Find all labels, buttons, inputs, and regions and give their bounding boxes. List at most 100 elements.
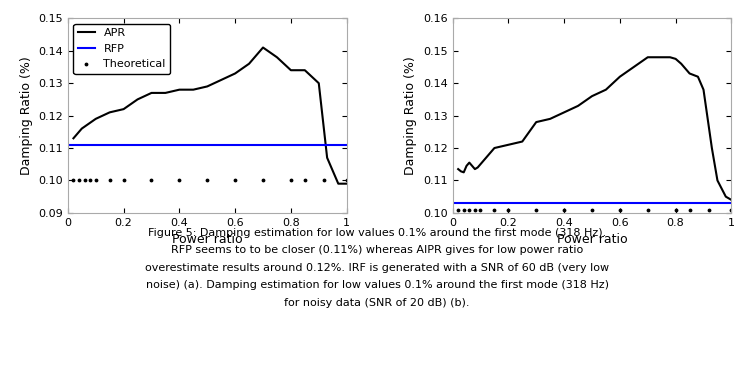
APR bbox=[532, 120, 541, 124]
Theoretical bbox=[259, 178, 268, 183]
Theoretical bbox=[490, 207, 499, 212]
Theoretical bbox=[203, 178, 212, 183]
APR bbox=[119, 107, 128, 111]
Text: Figure 5: Damping estimation for low values 0.1% around the first mode (318 Hz).: Figure 5: Damping estimation for low val… bbox=[148, 228, 606, 237]
APR bbox=[713, 178, 722, 183]
APR bbox=[342, 181, 351, 186]
APR bbox=[147, 91, 156, 95]
APR bbox=[707, 146, 716, 150]
Text: RFP seems to to be closer (0.11%) whereas AIPR gives for low power ratio: RFP seems to to be closer (0.11%) wherea… bbox=[171, 245, 583, 255]
APR bbox=[314, 81, 323, 86]
Theoretical bbox=[587, 207, 596, 212]
APR bbox=[504, 143, 513, 147]
APR bbox=[231, 71, 240, 76]
APR bbox=[69, 136, 78, 141]
APR bbox=[467, 164, 477, 168]
APR bbox=[671, 57, 680, 61]
Line: Theoretical: Theoretical bbox=[71, 178, 349, 183]
Theoretical bbox=[476, 207, 485, 212]
APR bbox=[105, 110, 114, 115]
Line: APR: APR bbox=[73, 48, 347, 184]
Theoretical bbox=[175, 178, 184, 183]
APR bbox=[727, 198, 736, 202]
Theoretical bbox=[80, 178, 89, 183]
Text: overestimate results around 0.12%. IRF is generated with a SNR of 60 dB (very lo: overestimate results around 0.12%. IRF i… bbox=[145, 263, 609, 273]
Theoretical bbox=[147, 178, 156, 183]
APR bbox=[587, 94, 596, 98]
Theoretical bbox=[300, 178, 309, 183]
APR bbox=[464, 160, 474, 165]
Theoretical bbox=[69, 178, 78, 183]
APR bbox=[559, 110, 569, 115]
APR bbox=[546, 117, 555, 121]
APR bbox=[615, 75, 624, 79]
APR bbox=[459, 170, 468, 175]
APR bbox=[287, 68, 296, 72]
APR bbox=[244, 62, 253, 66]
APR bbox=[323, 156, 332, 160]
APR bbox=[456, 169, 465, 174]
APR bbox=[203, 84, 212, 89]
Y-axis label: Damping Ratio (%): Damping Ratio (%) bbox=[404, 56, 418, 175]
APR bbox=[657, 55, 667, 59]
APR bbox=[216, 78, 225, 82]
APR bbox=[476, 162, 485, 167]
Theoretical bbox=[643, 207, 652, 212]
Theoretical bbox=[464, 207, 474, 212]
Theoretical bbox=[342, 178, 351, 183]
X-axis label: Power ratio: Power ratio bbox=[172, 233, 243, 246]
APR bbox=[482, 156, 491, 160]
Theoretical bbox=[105, 178, 114, 183]
APR bbox=[161, 91, 170, 95]
APR bbox=[91, 117, 100, 121]
APR bbox=[643, 55, 652, 59]
APR bbox=[334, 181, 343, 186]
Theoretical bbox=[532, 207, 541, 212]
Text: for noisy data (SNR of 20 dB) (b).: for noisy data (SNR of 20 dB) (b). bbox=[284, 298, 470, 308]
Theoretical bbox=[231, 178, 240, 183]
APR bbox=[602, 87, 611, 92]
Theoretical bbox=[559, 207, 569, 212]
APR bbox=[259, 46, 268, 50]
Theoretical bbox=[459, 207, 468, 212]
APR bbox=[699, 87, 708, 92]
Theoretical bbox=[504, 207, 513, 212]
APR bbox=[722, 195, 731, 199]
Theoretical bbox=[119, 178, 128, 183]
APR bbox=[685, 71, 694, 76]
Theoretical bbox=[671, 207, 680, 212]
X-axis label: Power ratio: Power ratio bbox=[556, 233, 627, 246]
APR bbox=[462, 164, 471, 168]
Line: APR: APR bbox=[458, 57, 731, 200]
APR bbox=[188, 87, 198, 92]
Line: Theoretical: Theoretical bbox=[455, 207, 734, 212]
APR bbox=[694, 75, 703, 79]
APR bbox=[175, 87, 184, 92]
Theoretical bbox=[727, 207, 736, 212]
APR bbox=[77, 126, 86, 131]
Theoretical bbox=[454, 207, 463, 212]
Theoretical bbox=[615, 207, 624, 212]
APR bbox=[666, 55, 675, 59]
APR bbox=[574, 104, 583, 108]
APR bbox=[474, 165, 483, 170]
APR bbox=[490, 146, 499, 150]
APR bbox=[518, 139, 527, 144]
APR bbox=[300, 68, 309, 72]
APR bbox=[676, 62, 685, 66]
APR bbox=[272, 55, 281, 59]
Theoretical bbox=[704, 207, 713, 212]
Theoretical bbox=[470, 207, 480, 212]
Text: noise) (a). Damping estimation for low values 0.1% around the first mode (318 Hz: noise) (a). Damping estimation for low v… bbox=[146, 280, 608, 290]
Theoretical bbox=[91, 178, 100, 183]
Theoretical bbox=[86, 178, 95, 183]
APR bbox=[454, 167, 463, 171]
Legend: APR, RFP, Theoretical: APR, RFP, Theoretical bbox=[73, 24, 170, 74]
APR bbox=[470, 167, 480, 171]
APR bbox=[630, 65, 639, 69]
APR bbox=[133, 97, 142, 102]
Theoretical bbox=[287, 178, 296, 183]
Y-axis label: Damping Ratio (%): Damping Ratio (%) bbox=[20, 56, 32, 175]
Theoretical bbox=[75, 178, 84, 183]
Theoretical bbox=[685, 207, 694, 212]
